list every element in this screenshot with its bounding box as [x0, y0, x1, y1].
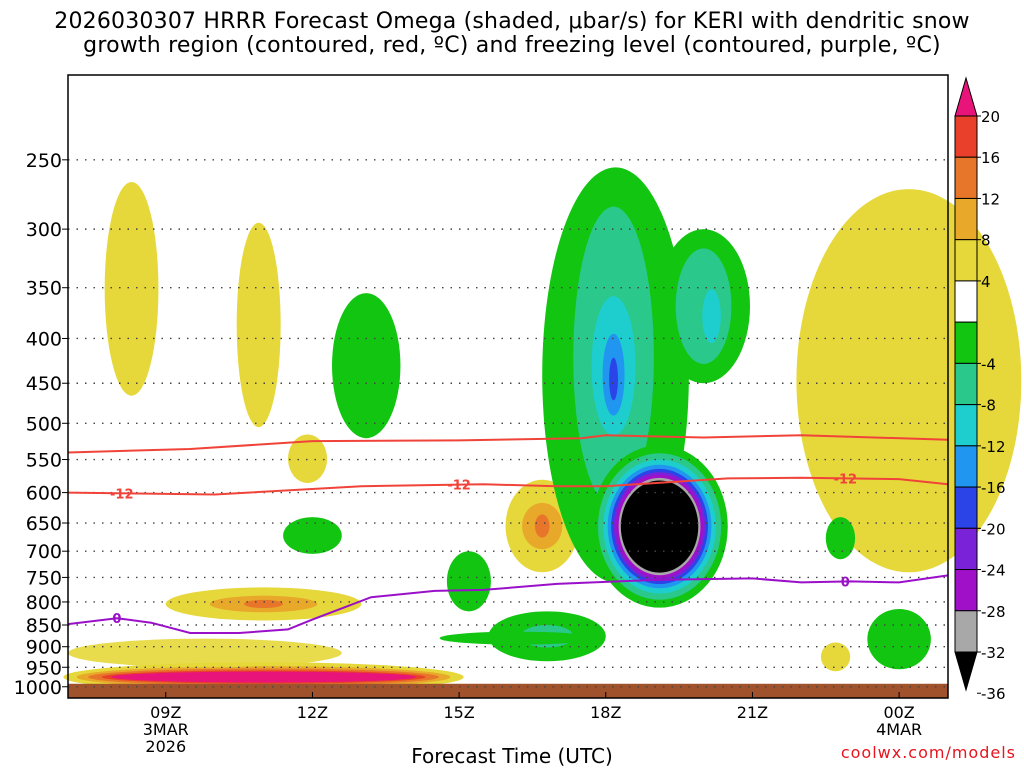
- x-tick-label: 18Z: [590, 703, 621, 722]
- y-tick-label: 800: [26, 592, 62, 614]
- dendritic-contour-label: -12: [834, 472, 858, 487]
- ground-surface: [68, 683, 948, 698]
- y-tick-label: 550: [26, 450, 62, 472]
- colorbar-label: -36: [981, 685, 1006, 703]
- y-tick-label: 1000: [14, 677, 62, 699]
- y-tick-label: 250: [26, 150, 62, 172]
- colorbar-box: [954, 280, 978, 323]
- dendritic-contour-label: -12: [447, 479, 471, 494]
- x-tick-date-label: 4MAR: [876, 720, 922, 739]
- colorbar-label: -16: [981, 479, 1006, 497]
- colorbar-box: [954, 610, 978, 653]
- colorbar-box: [954, 404, 978, 447]
- colorbar-box: [954, 362, 978, 406]
- colorbar-label: -20: [981, 520, 1006, 538]
- colorbar-top-arrow: [954, 76, 978, 117]
- omega-region: [867, 609, 931, 670]
- colorbar-box: [954, 197, 978, 241]
- plot-frame: [67, 74, 949, 699]
- colorbar-label: -24: [981, 562, 1006, 580]
- colorbar-box: [954, 115, 978, 158]
- colorbar-label: -8: [981, 397, 996, 415]
- y-tick-label: 300: [26, 219, 62, 241]
- omega-plume-inner: [609, 357, 618, 401]
- colorbar-box: [954, 239, 978, 282]
- y-tick-label: 350: [26, 278, 62, 300]
- omega-strip: [439, 631, 596, 645]
- y-tick-label: 650: [26, 513, 62, 535]
- omega-region-inner: [702, 289, 721, 344]
- dendritic-contour: [67, 476, 949, 496]
- omega-region: [332, 293, 401, 439]
- colorbar-label: 4: [981, 273, 991, 291]
- omega-core-ring: [620, 480, 699, 573]
- x-tick-label: 21Z: [737, 703, 768, 722]
- y-tick-label: 600: [26, 483, 62, 505]
- y-tick-label: 900: [26, 637, 62, 659]
- colorbar-label: -12: [981, 438, 1006, 456]
- colorbar-label: 12: [981, 190, 1000, 208]
- dendritic-contour: [67, 434, 949, 454]
- x-tick-label: 00Z: [883, 703, 914, 722]
- x-tick-label: 09Z: [150, 703, 181, 722]
- colorbar-label: 8: [981, 232, 991, 250]
- colorbar-box: [954, 486, 978, 529]
- chart-title-line-1: 2026030307 HRRR Forecast Omega (shaded, …: [54, 9, 970, 34]
- omega-band: [68, 638, 342, 668]
- y-tick-label: 500: [26, 413, 62, 435]
- omega-region: [283, 517, 342, 554]
- omega-sink-core: [111, 671, 417, 683]
- y-tick-label: 400: [26, 328, 62, 350]
- omega-region: [104, 181, 159, 396]
- colorbar-label: -28: [981, 603, 1006, 621]
- omega-region: [825, 517, 856, 560]
- freezing-level-contour: [67, 574, 949, 634]
- x-tick-date-label: 2026: [145, 737, 186, 756]
- y-tick-label: 700: [26, 541, 62, 563]
- x-tick-date-label: 3MAR: [143, 720, 189, 739]
- colorbar-label: -32: [981, 644, 1006, 662]
- chart-title-line-2: growth region (contoured, red, ºC) and f…: [83, 33, 941, 58]
- freezing-level-contour-label: 0: [112, 612, 121, 627]
- omega-region-inner: [534, 514, 550, 538]
- omega-region-inner: [243, 599, 284, 609]
- y-tick-label: 750: [26, 567, 62, 589]
- omega-region: [236, 222, 281, 428]
- dendritic-contour-label: -12: [110, 487, 134, 502]
- colorbar-label: 20: [981, 108, 1000, 126]
- freezing-level-contour-label: 0: [841, 576, 850, 591]
- x-tick-label: 15Z: [443, 703, 474, 722]
- y-tick-label: 450: [26, 373, 62, 395]
- omega-region: [820, 642, 851, 672]
- colorbar-box: [954, 321, 978, 364]
- colorbar-label: -4: [981, 355, 996, 373]
- x-tick-label: 12Z: [297, 703, 328, 722]
- colorbar-bottom-arrow: [954, 651, 978, 692]
- omega-region: [288, 434, 328, 483]
- colorbar-box: [954, 527, 978, 571]
- y-tick-label: 950: [26, 657, 62, 679]
- colorbar-box: [954, 445, 978, 488]
- colorbar-box: [954, 156, 978, 199]
- x-axis-title: Forecast Time (UTC): [411, 744, 613, 768]
- y-tick-label: 850: [26, 615, 62, 637]
- source-credit[interactable]: coolwx.com/models: [840, 743, 1016, 762]
- colorbar-label: 16: [981, 149, 1000, 167]
- omega-region: [446, 551, 491, 612]
- colorbar-box: [954, 569, 978, 612]
